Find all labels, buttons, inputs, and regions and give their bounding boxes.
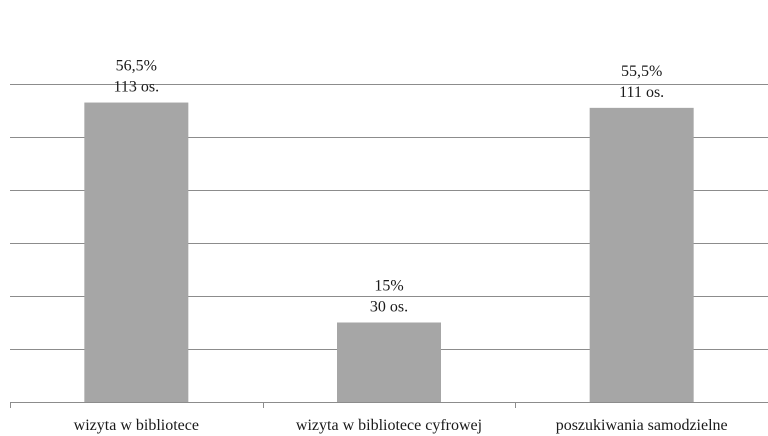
data-labels: 56,5% 113 os. 15% 30 os. 55,5% 111 os.: [114, 58, 665, 316]
bar-2: [337, 322, 441, 402]
data-label-percent: 56,5%: [116, 58, 157, 75]
data-label-percent: 55,5%: [621, 63, 662, 80]
category-labels: wizyta w bibliotece wizyta w bibliotece c…: [74, 417, 728, 434]
category-label: wizyta w bibliotece cyfrowej: [296, 417, 482, 434]
bar-1: [84, 102, 189, 403]
bar-3: [589, 107, 694, 402]
category-label: poszukiwania samodzielne: [556, 417, 728, 434]
data-label-count: 111 os.: [619, 84, 664, 101]
data-label-percent: 15%: [374, 278, 403, 295]
x-axis: [10, 402, 768, 408]
data-label-count: 30 os.: [370, 299, 408, 316]
data-label-count: 113 os.: [114, 79, 160, 96]
bars: [84, 102, 694, 403]
category-label: wizyta w bibliotece: [74, 417, 199, 434]
